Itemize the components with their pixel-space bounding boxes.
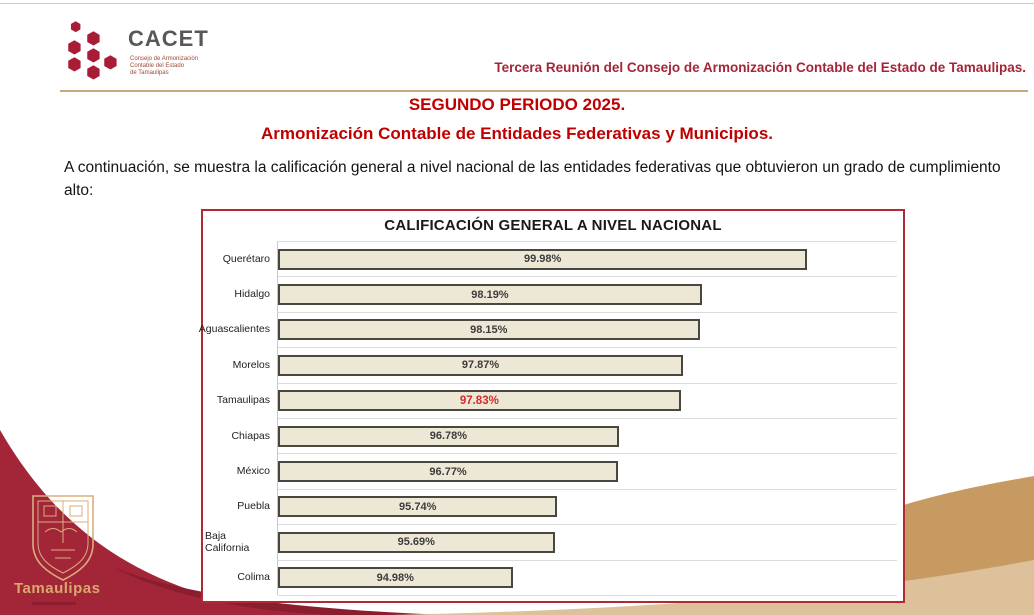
hexagon-icon: ⬢ <box>86 46 101 65</box>
maroon-corner-edge <box>110 566 445 615</box>
bar-value-label: 97.87% <box>461 359 500 372</box>
chart-plot-area: Querétaro Hidalgo Aguascalientes Morelos Tam… <box>198 241 897 596</box>
maroon-corner-curve <box>0 430 445 615</box>
hexagon-icon: ⬢ <box>67 55 82 74</box>
chart-row: 94.98% <box>278 561 897 596</box>
cacet-logo-subtitle-line: Consejo de Armonización <box>130 56 199 62</box>
bar: 98.19% <box>278 284 702 306</box>
chart-title: CALIFICACIÓN GENERAL A NIVEL NACIONAL <box>384 217 722 234</box>
tamaulipas-coat-of-arms <box>32 495 94 581</box>
chart-row: 99.98% <box>278 242 897 278</box>
bar-value-label: 95.69% <box>397 536 435 549</box>
hexagon-icon: ⬢ <box>86 29 101 48</box>
chart-bars-area: 99.98% 98.19% 98.15% 97.87% 97.83% 96.78% 96.7… <box>277 241 897 596</box>
bar-value-label: 95.74% <box>399 500 437 513</box>
bar-value-label: 96.77% <box>429 465 467 478</box>
slide-subtitle: Armonización Contable de Entidades Feder… <box>261 124 773 143</box>
category-label: Baja California <box>205 529 250 554</box>
category-label: Morelos <box>232 358 270 371</box>
cacet-logo-subtitle-line: Contable del Estado <box>130 63 185 69</box>
bar: 97.87% <box>278 354 683 376</box>
bar-value-label: 97.83% <box>459 394 499 407</box>
category-label: Chiapas <box>231 429 270 442</box>
slide-title: SEGUNDO PERIODO 2025. <box>408 95 626 114</box>
chart-row: 96.78% <box>278 419 897 455</box>
cacet-logo-subtitle: Consejo de Armonización Contable del Est… <box>130 56 198 77</box>
hexagon-icon: ⬢ <box>67 38 82 57</box>
chart-row: 97.83% <box>278 384 897 419</box>
bar: 94.98% <box>278 567 513 589</box>
bar: 97.83% <box>278 390 681 412</box>
intro-paragraph: A continuación, se muestra la calificaci… <box>64 159 1001 200</box>
chart-row: 97.87% <box>278 348 897 384</box>
bar-value-label: 98.15% <box>470 323 508 336</box>
meeting-title: Tercera Reunión del Consejo de Armonizac… <box>494 60 1026 75</box>
bar: 96.78% <box>278 425 619 447</box>
bar: 95.69% <box>278 531 555 553</box>
cacet-acronym: CACET <box>128 26 209 51</box>
national-score-chart: CALIFICACIÓN GENERAL A NIVEL NACIONAL Qu… <box>198 209 905 603</box>
bar-value-label: 98.19% <box>471 288 509 301</box>
category-label: Aguascalientes <box>198 323 270 336</box>
category-label: Querétaro <box>222 252 270 265</box>
category-label: México <box>236 465 270 478</box>
category-label: Hidalgo <box>234 288 270 301</box>
hexagon-icon: ⬢ <box>86 63 101 82</box>
category-label: Tamaulipas <box>216 394 270 407</box>
bar-value-label: 94.98% <box>376 571 414 584</box>
hexagon-icon: ⬢ <box>103 53 118 72</box>
cacet-logo-icon: ⬢ ⬢ ⬢ ⬢ ⬢ ⬢ ⬢ <box>62 20 124 82</box>
slide-top-border <box>0 3 1034 4</box>
chart-row: 95.69% <box>278 525 897 561</box>
category-label: Colima <box>237 571 270 584</box>
chart-row: 98.15% <box>278 313 897 349</box>
hexagon-icon: ⬢ <box>70 19 82 34</box>
bar-value-label: 96.78% <box>429 430 468 443</box>
category-label: Puebla <box>237 500 270 513</box>
header-divider <box>60 90 1028 92</box>
category-axis-labels: Querétaro Hidalgo Aguascalientes Morelos Tam… <box>198 241 277 595</box>
chart-row: 95.74% <box>278 490 897 526</box>
bar: 99.98% <box>278 248 808 270</box>
bar: 95.74% <box>278 496 558 518</box>
chart-row: 96.77% <box>278 454 897 490</box>
chart-row: 98.19% <box>278 277 897 313</box>
tamaulipas-wordmark: Tamaulipas <box>14 580 101 597</box>
bar: 96.77% <box>278 461 619 483</box>
bar: 98.15% <box>278 319 700 341</box>
wordmark-subline <box>32 602 76 605</box>
cacet-logo-subtitle-line: de Tamaulipas <box>130 70 169 76</box>
bar-value-label: 99.98% <box>524 253 562 266</box>
